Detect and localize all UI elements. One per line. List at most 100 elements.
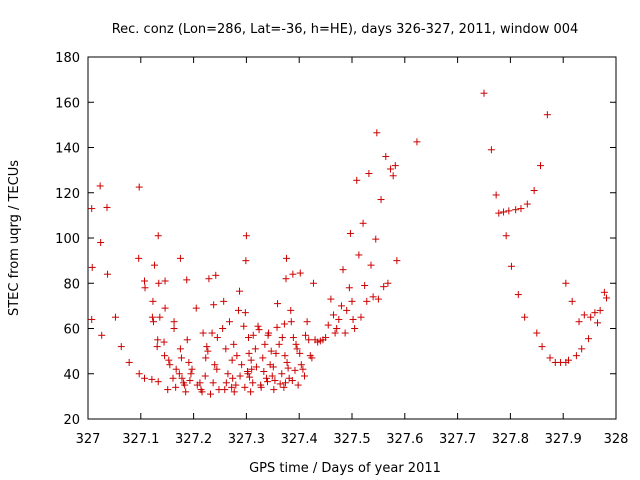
x-tick-label: 327.6	[386, 432, 423, 447]
data-point	[297, 361, 305, 369]
x-tick-label: 327.7	[439, 432, 476, 447]
data-point	[247, 388, 255, 396]
data-point	[220, 297, 228, 305]
data-point	[211, 361, 219, 369]
data-point	[111, 313, 119, 321]
data-point	[272, 349, 280, 357]
data-point	[330, 311, 338, 319]
data-point	[339, 266, 347, 274]
x-axis-ticks: 327 327.1 327.2 327.3 327.4 327.5 327.6 327.7 32…	[76, 57, 628, 447]
x-axis-label: GPS time / Days of year 2011	[249, 461, 441, 476]
data-point	[361, 282, 369, 290]
data-point	[351, 325, 359, 332]
data-point	[135, 370, 143, 378]
data-point	[88, 315, 96, 323]
data-point	[242, 257, 250, 265]
data-point	[568, 297, 576, 305]
data-point	[585, 335, 593, 343]
data-point	[88, 205, 96, 213]
data-point	[267, 347, 275, 355]
data-point	[88, 263, 96, 271]
data-point	[284, 364, 292, 372]
data-point	[278, 370, 286, 378]
data-point	[265, 329, 273, 337]
data-point	[141, 284, 149, 292]
data-point	[249, 379, 257, 387]
data-point	[230, 388, 238, 396]
data-point	[209, 379, 217, 387]
data-point	[292, 340, 300, 348]
data-point	[281, 352, 289, 360]
data-point	[505, 207, 513, 215]
data-point	[205, 275, 213, 283]
data-point	[282, 275, 290, 283]
data-point	[278, 334, 286, 342]
data-point	[327, 295, 335, 303]
data-point	[222, 345, 230, 353]
y-tick-label: 100	[55, 232, 80, 247]
data-point	[268, 372, 276, 380]
data-point	[97, 239, 105, 247]
data-point	[578, 345, 586, 353]
data-point	[300, 372, 308, 380]
data-point	[170, 318, 178, 326]
data-point	[480, 89, 488, 97]
data-point	[343, 306, 351, 314]
x-tick-label: 327.4	[281, 432, 318, 447]
data-point	[229, 374, 237, 382]
data-point	[219, 325, 227, 332]
data-point	[391, 162, 399, 170]
data-point	[117, 343, 125, 351]
data-point	[198, 388, 206, 396]
data-point	[287, 318, 295, 326]
data-point	[182, 388, 190, 396]
y-axis-ticks: 20 40 60 80 100 120 140 160 180	[55, 51, 616, 428]
data-point	[594, 319, 602, 327]
data-point	[213, 365, 221, 373]
data-point	[600, 288, 608, 296]
data-point	[276, 380, 284, 388]
data-point	[530, 186, 538, 194]
data-point	[373, 129, 381, 137]
data-point	[382, 153, 390, 161]
data-point	[241, 309, 249, 317]
data-point	[502, 232, 510, 240]
data-point	[335, 315, 343, 323]
data-point	[238, 361, 246, 369]
data-point	[192, 304, 200, 312]
x-tick-label: 327.9	[545, 432, 582, 447]
data-point	[296, 269, 304, 277]
data-point	[183, 276, 191, 284]
data-point	[244, 370, 252, 378]
data-point	[546, 354, 554, 362]
data-point	[572, 352, 580, 360]
data-point	[148, 313, 156, 321]
x-tick-label: 327.5	[333, 432, 370, 447]
x-tick-label: 327.1	[122, 432, 159, 447]
data-point	[289, 334, 297, 342]
data-point	[177, 354, 185, 362]
data-point	[199, 329, 207, 337]
data-point	[245, 334, 253, 342]
data-point	[210, 301, 218, 309]
data-point	[183, 336, 191, 344]
data-point	[303, 318, 311, 326]
data-point	[331, 329, 339, 337]
y-axis-label: STEC from uqrg / TECUs	[7, 160, 22, 316]
data-point	[270, 386, 278, 394]
y-tick-label: 160	[55, 96, 80, 111]
data-point	[393, 257, 401, 265]
data-point	[324, 321, 332, 329]
data-point	[275, 340, 283, 348]
data-point	[241, 383, 249, 391]
data-point	[96, 182, 104, 190]
data-point	[135, 254, 143, 262]
data-point	[273, 323, 281, 331]
data-point	[363, 297, 371, 305]
data-point	[201, 372, 209, 380]
data-point	[345, 284, 353, 292]
data-point	[176, 345, 184, 353]
data-point	[252, 363, 260, 371]
data-point	[161, 304, 169, 312]
data-point	[206, 390, 214, 398]
